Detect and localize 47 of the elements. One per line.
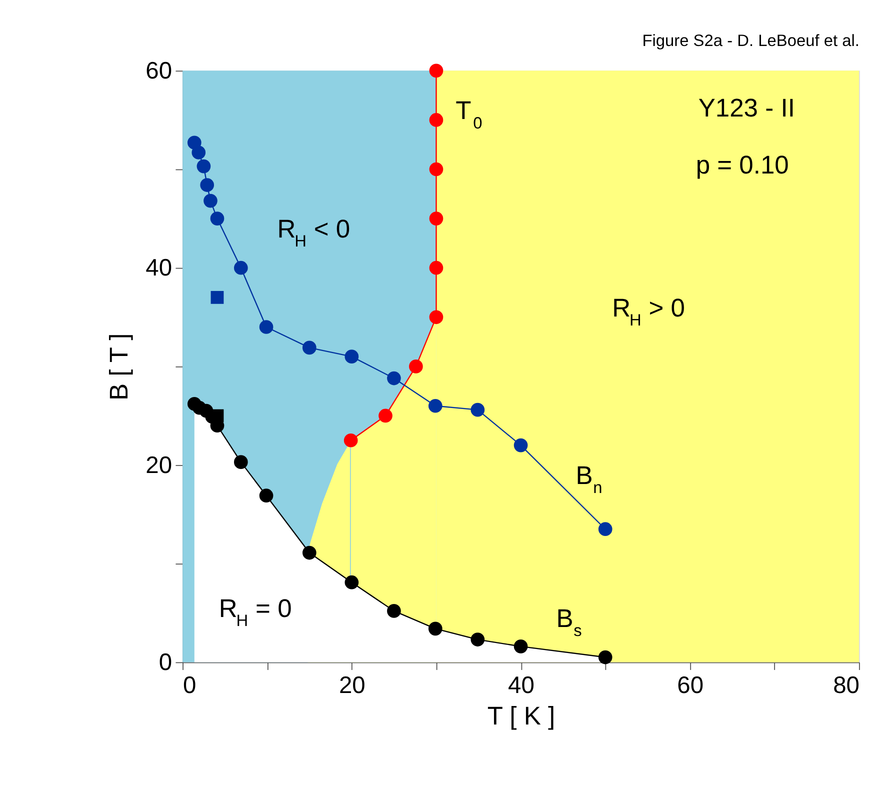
point (344, 350, 359, 364)
point (302, 340, 316, 355)
point (200, 178, 214, 192)
point (378, 408, 392, 423)
point (514, 640, 528, 654)
point (428, 622, 442, 636)
point (429, 260, 444, 275)
point (302, 546, 316, 560)
point (387, 371, 401, 386)
point (196, 159, 211, 174)
point (409, 360, 423, 374)
x-tick-label: 40 (508, 672, 534, 699)
x-axis-title: T [ K ] (487, 702, 556, 731)
y-axis-title: B [ T ] (105, 333, 134, 401)
point (428, 398, 442, 413)
x-tick-label: 20 (338, 672, 366, 699)
point (470, 632, 485, 646)
point (387, 604, 401, 618)
x-tick-label: 0 (183, 672, 196, 699)
point (344, 433, 358, 448)
y-tick-label: 60 (146, 58, 172, 84)
y-tick-label: 0 (158, 650, 172, 676)
annotation: p = 0.10 (696, 151, 789, 180)
point (429, 113, 444, 127)
y-tick-label: 20 (146, 452, 172, 479)
point (598, 522, 612, 536)
x-tick-label: 80 (833, 672, 860, 699)
chart-title: Figure S2a - D. LeBoeuf et al. (642, 32, 860, 50)
annotation: Y123 - II (698, 94, 795, 122)
point (344, 575, 359, 590)
point (234, 260, 248, 275)
point (598, 650, 612, 664)
point (210, 290, 224, 304)
point (204, 194, 218, 208)
point (234, 455, 248, 469)
point (429, 64, 444, 78)
point (429, 310, 444, 324)
y-tick-label: 40 (146, 256, 172, 282)
point (259, 488, 274, 502)
point (210, 212, 224, 226)
point (192, 146, 206, 160)
point (259, 320, 274, 334)
point (514, 438, 528, 452)
point (470, 402, 485, 417)
point (429, 212, 444, 226)
point (429, 162, 444, 176)
x-tick-label: 60 (677, 672, 704, 699)
